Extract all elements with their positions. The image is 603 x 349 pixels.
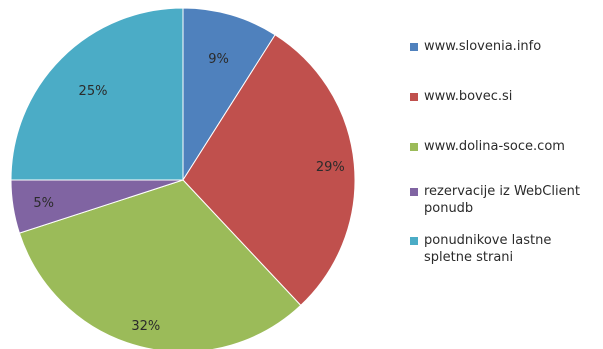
- pie-slice-lastne-strani: [10, 7, 184, 181]
- legend-swatch-slovenia-info: [410, 43, 418, 51]
- pie-data-labels: 9% 29% 32% 5% 25%: [33, 52, 344, 334]
- legend-swatch-dolina-soce: [410, 143, 418, 151]
- pie-plot-area: 9% 29% 32% 5% 25%: [10, 7, 356, 349]
- legend-item-dolina-soce: www.dolina-soce.com: [410, 138, 594, 155]
- legend-label-bovec-si: www.bovec.si: [424, 89, 513, 104]
- pie-data-label-bovec-si: 29%: [316, 160, 345, 175]
- legend-label-slovenia-info: www.slovenia.info: [424, 39, 542, 54]
- pie-data-label-dolina-soce: 32%: [131, 319, 160, 334]
- pie-data-label-slovenia-info: 9%: [208, 52, 229, 67]
- legend-item-webclient: rezervacije iz WebClient ponudb: [410, 183, 594, 217]
- pie-data-label-lastne-strani: 25%: [79, 84, 108, 99]
- legend-item-bovec-si: www.bovec.si: [410, 88, 594, 105]
- legend-swatch-lastne-strani: [410, 237, 418, 245]
- legend-label-webclient: rezervacije iz WebClient ponudb: [424, 184, 580, 216]
- pie-slice-dolina-soce: [18, 179, 302, 349]
- legend-label-dolina-soce: www.dolina-soce.com: [424, 139, 565, 154]
- legend-swatch-webclient: [410, 188, 418, 196]
- pie-data-label-webclient: 5%: [33, 196, 54, 211]
- legend-item-slovenia-info: www.slovenia.info: [410, 38, 594, 55]
- legend-swatch-bovec-si: [410, 93, 418, 101]
- pie-slice-slovenia-info: [182, 7, 276, 182]
- legend-item-lastne-strani: ponudnikove lastne spletne strani: [410, 232, 594, 266]
- pie-slices: [10, 7, 356, 349]
- legend-label-lastne-strani: ponudnikove lastne spletne strani: [424, 233, 552, 265]
- pie-slice-bovec-si: [182, 34, 356, 307]
